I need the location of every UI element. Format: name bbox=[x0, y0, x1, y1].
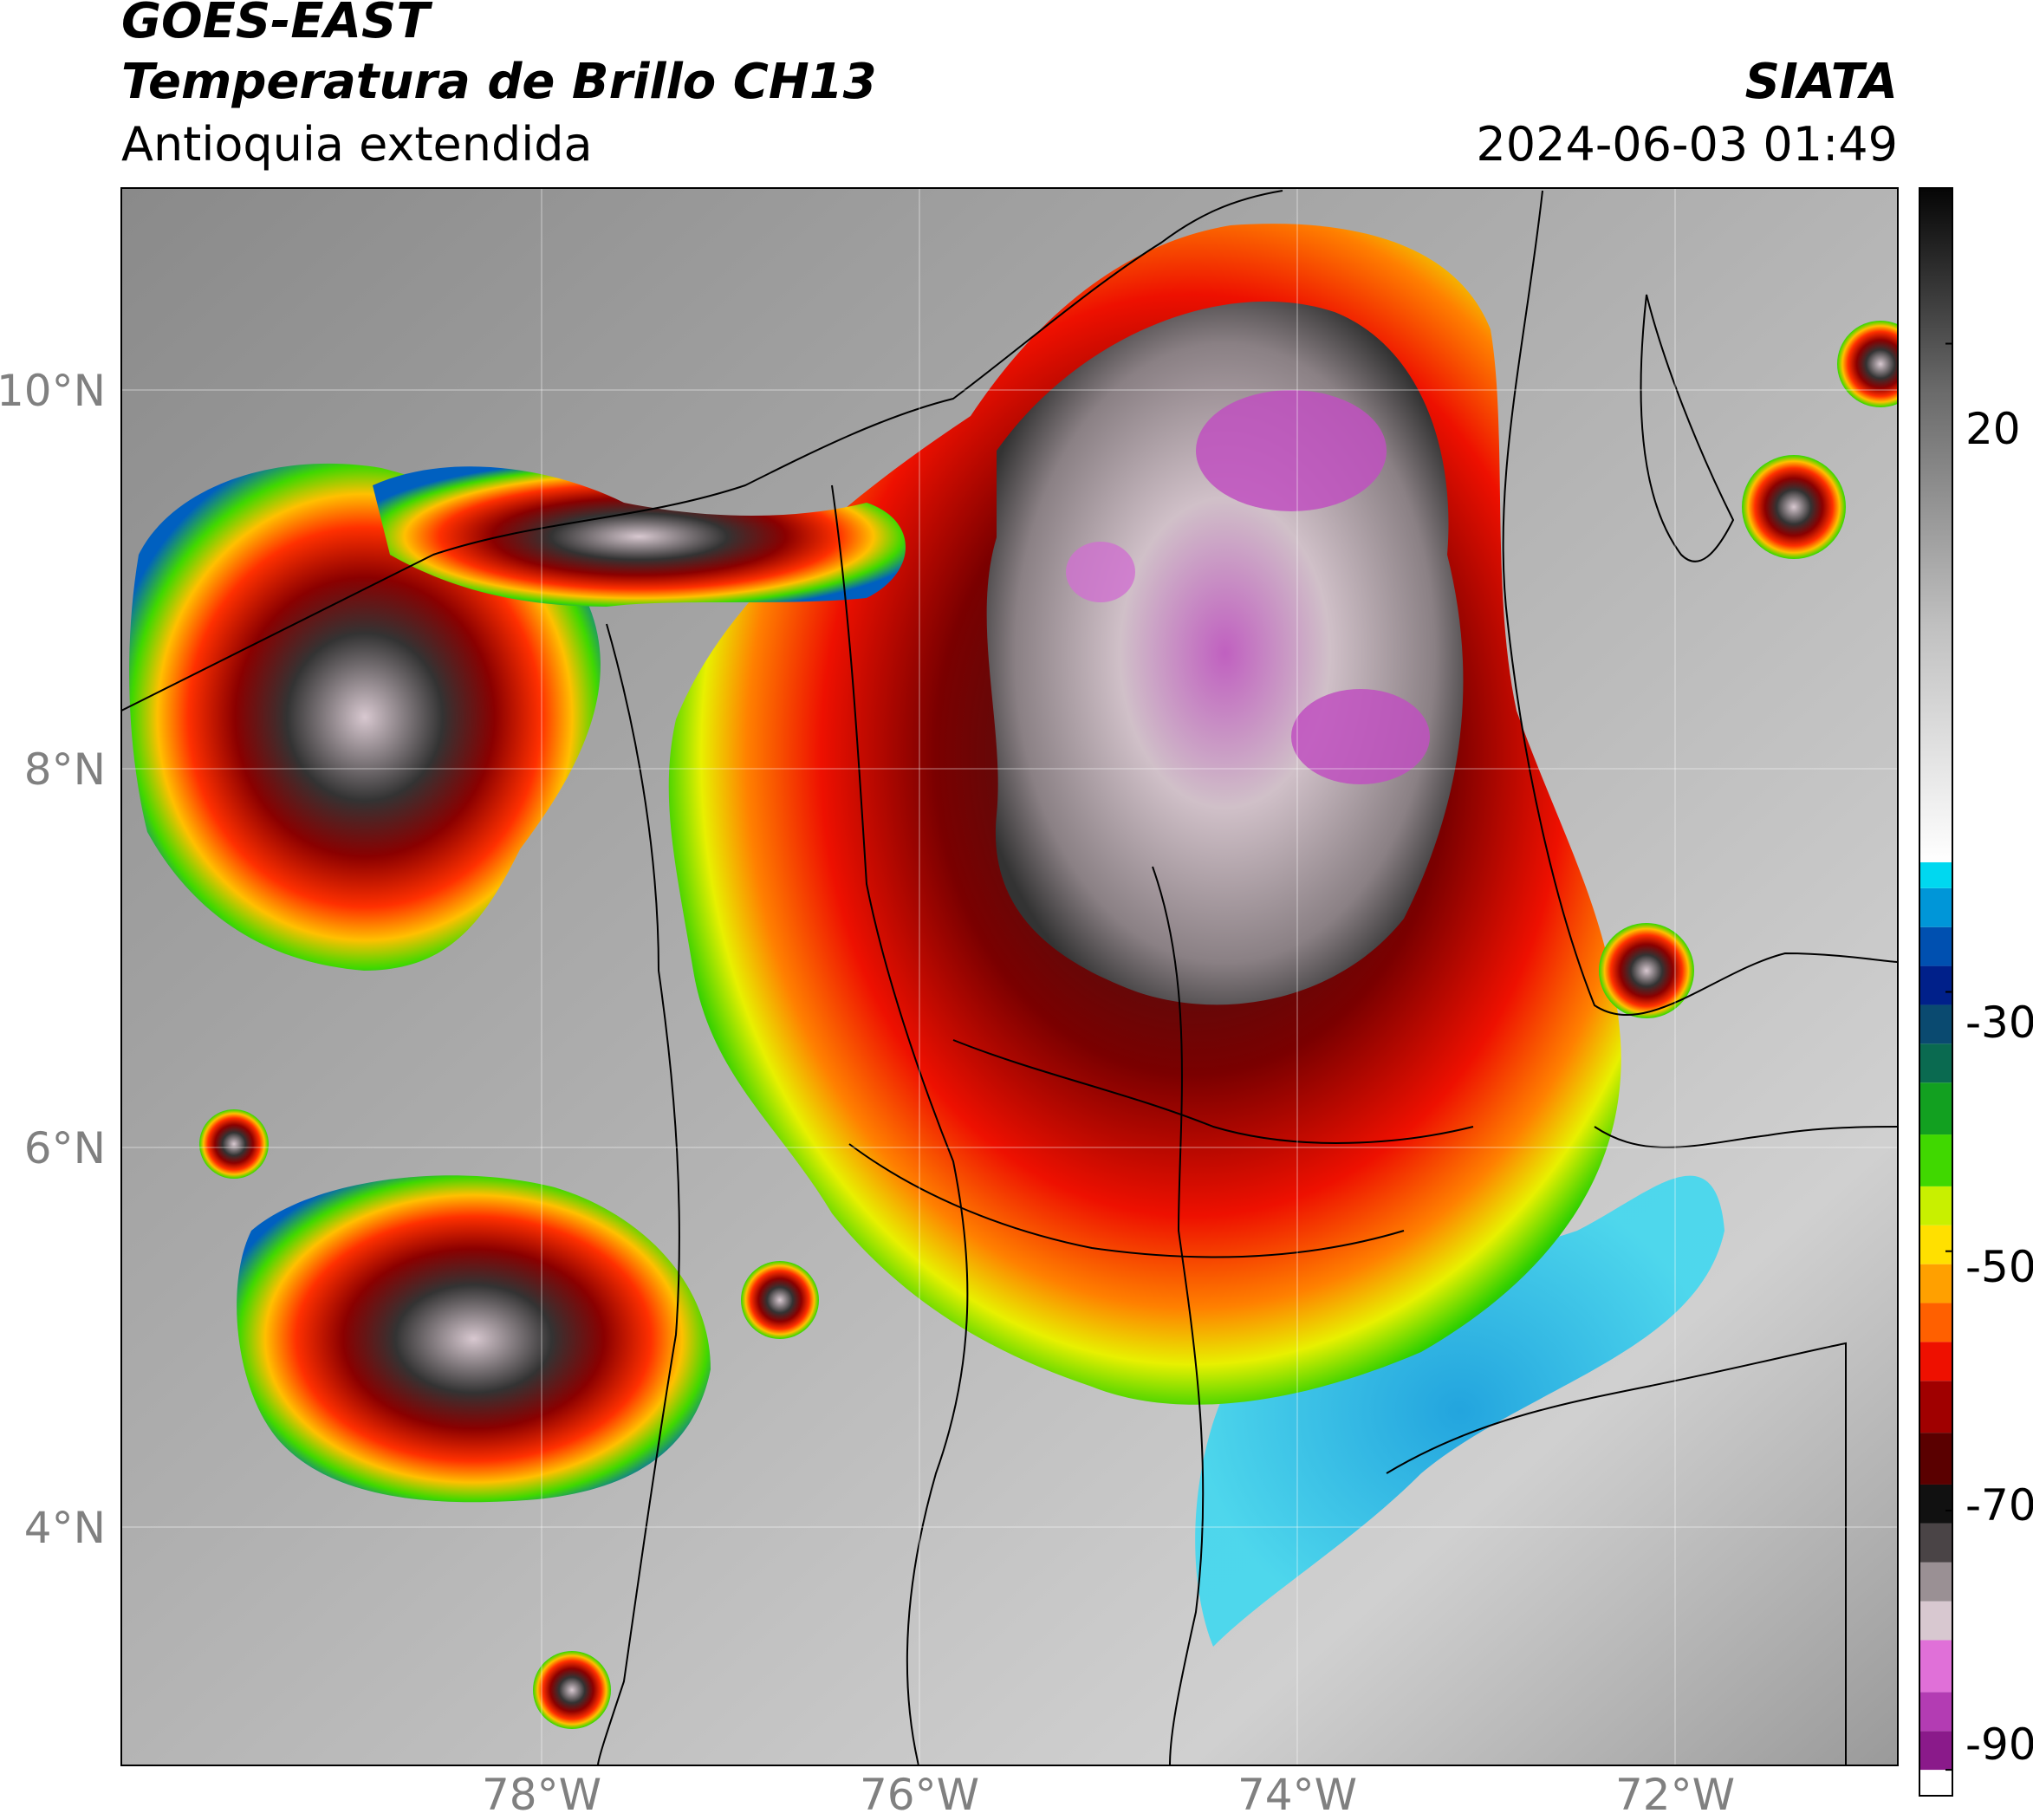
colorbar-segment bbox=[1919, 926, 1952, 966]
colorbar-segment bbox=[1919, 1562, 1952, 1602]
colorbar-segment bbox=[1919, 1484, 1952, 1524]
colorbar bbox=[1919, 188, 1952, 1796]
colorbar-segment bbox=[1919, 1043, 1952, 1083]
colorbar-segment bbox=[1919, 1186, 1952, 1225]
colorbar-segment bbox=[1919, 1433, 1952, 1485]
colorbar-segment bbox=[1919, 1225, 1952, 1264]
imagery-layer bbox=[121, 188, 1898, 1765]
lat-label: 8°N bbox=[24, 744, 106, 795]
overshooting-top bbox=[1291, 689, 1430, 784]
political-boundaries bbox=[121, 190, 1898, 1765]
lon-label: 76°W bbox=[860, 1770, 979, 1820]
colorbar-segment bbox=[1919, 1264, 1952, 1303]
east-cell bbox=[1599, 923, 1694, 1018]
colorbar-segment bbox=[1919, 1134, 1952, 1186]
agency-label: SIATA bbox=[1744, 54, 1898, 110]
lat-label: 10°N bbox=[0, 366, 106, 416]
small-cell bbox=[199, 1109, 269, 1179]
colorbar-segment bbox=[1919, 1381, 1952, 1433]
colorbar-tick-label: -70 bbox=[1965, 1480, 2033, 1531]
east-cell bbox=[1742, 455, 1846, 559]
product-title: Temperatura de Brillo CH13 bbox=[121, 54, 877, 110]
coastal-convective-band bbox=[373, 466, 906, 607]
colorbar-segment bbox=[1919, 965, 1952, 1005]
main-cold-cloud-tops bbox=[986, 301, 1464, 1005]
datetime-label: 2024-06-03 01:49 bbox=[1476, 117, 1898, 172]
colorbar-segment bbox=[1919, 1692, 1952, 1732]
lon-label: 74°W bbox=[1237, 1770, 1357, 1820]
colorbar-segment bbox=[1919, 1640, 1952, 1693]
colorbar-tick-label: -30 bbox=[1965, 998, 2033, 1048]
colorbar-tick-label: -90 bbox=[1965, 1719, 2033, 1770]
satellite-title: GOES-EAST bbox=[121, 0, 430, 49]
colorbar-segment bbox=[1919, 1601, 1952, 1641]
lon-label: 72°W bbox=[1615, 1770, 1735, 1820]
colorbar-segment bbox=[1919, 1303, 1952, 1342]
map-frame bbox=[120, 187, 1899, 1766]
cyan-cloud-field bbox=[1195, 1175, 1724, 1647]
colorbar-segment bbox=[1919, 861, 1952, 888]
east-cell bbox=[1837, 321, 1898, 407]
colorbar-segment bbox=[1919, 1731, 1952, 1771]
overshooting-top bbox=[1196, 390, 1387, 511]
south-cell bbox=[533, 1651, 611, 1729]
colorbar-tick-label: -50 bbox=[1965, 1242, 2033, 1292]
colorbar-segment bbox=[1919, 1770, 1952, 1796]
colorbar-segment bbox=[1919, 887, 1952, 927]
lat-label: 4°N bbox=[24, 1503, 106, 1553]
colorbar-tick-label: 20 bbox=[1965, 404, 2021, 454]
lat-label: 6°N bbox=[24, 1123, 106, 1173]
colorbar-segment bbox=[1919, 188, 1952, 862]
region-subtitle: Antioquia extendida bbox=[121, 117, 593, 172]
colorbar-segment bbox=[1919, 1342, 1952, 1381]
overshooting-top bbox=[1066, 542, 1135, 602]
small-cell bbox=[741, 1261, 819, 1339]
colorbar-frame bbox=[1919, 187, 1953, 1797]
colorbar-segment bbox=[1919, 1004, 1952, 1044]
colorbar-segment bbox=[1919, 1523, 1952, 1563]
lon-label: 78°W bbox=[482, 1770, 601, 1820]
southwest-convective-system bbox=[237, 1175, 711, 1503]
colorbar-segment bbox=[1919, 1082, 1952, 1135]
graticule bbox=[121, 188, 1898, 1765]
